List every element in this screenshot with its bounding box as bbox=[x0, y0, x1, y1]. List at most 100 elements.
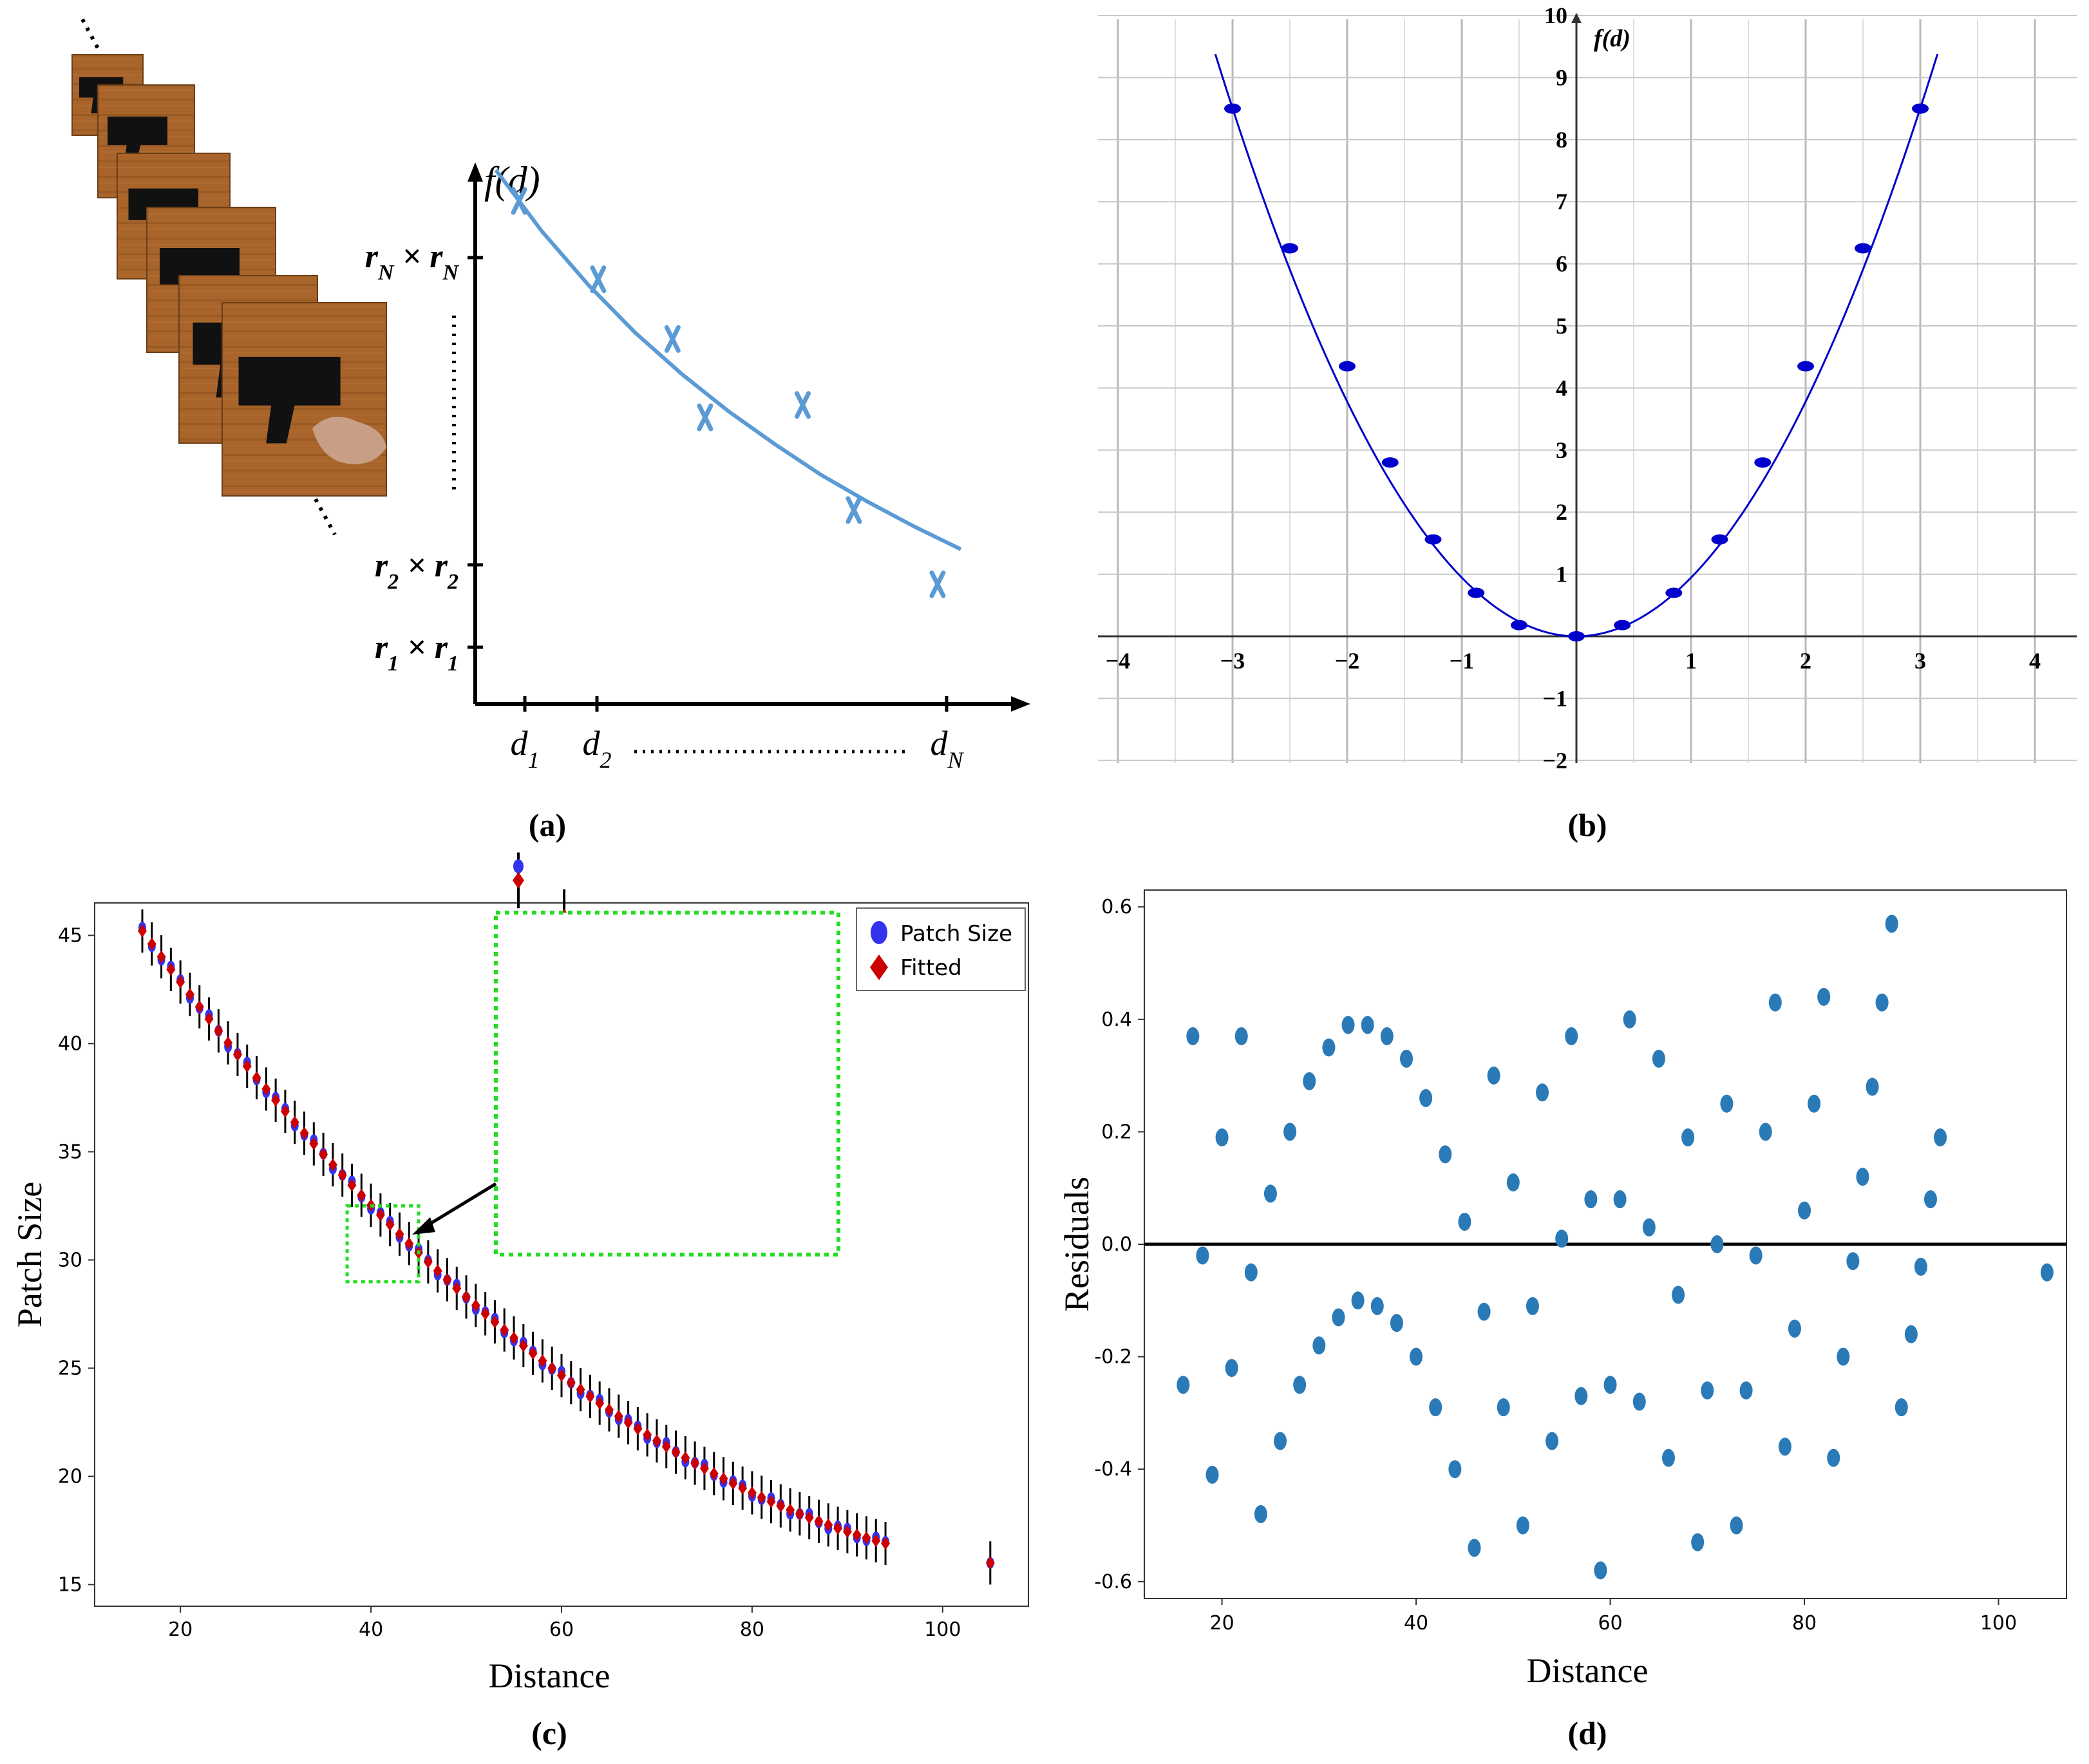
b-point bbox=[1224, 103, 1241, 114]
b-x-tick-label: −4 bbox=[1106, 648, 1131, 674]
x-marker-stroke bbox=[664, 325, 681, 353]
c-point-fitted bbox=[661, 1440, 671, 1454]
d-residual-point bbox=[1603, 1376, 1617, 1394]
c-x-tick-label: 40 bbox=[359, 1618, 383, 1641]
d-residual-point bbox=[1448, 1460, 1462, 1479]
x-marker bbox=[929, 570, 946, 598]
c-point-fitted bbox=[576, 1383, 585, 1396]
c-x-tick-label: 20 bbox=[168, 1618, 193, 1641]
a-y-tick-label: r1 × r1 bbox=[375, 629, 458, 676]
d-residual-point bbox=[1584, 1190, 1598, 1209]
c-point-fitted bbox=[280, 1105, 290, 1118]
c-point-fitted bbox=[547, 1361, 557, 1375]
b-y-tick-label: 4 bbox=[1556, 375, 1567, 401]
c-zoom-inset bbox=[345, 911, 840, 1284]
c-point-fitted bbox=[604, 1403, 614, 1416]
d-residual-point bbox=[1808, 1094, 1821, 1113]
a-x-tick-label: d2 bbox=[583, 724, 612, 773]
d-residual-point bbox=[1351, 1291, 1365, 1310]
d-residual-point bbox=[1691, 1533, 1705, 1551]
d-residual-point bbox=[1487, 1067, 1500, 1085]
c-y-tick-label: 45 bbox=[58, 924, 82, 947]
subscript: 1 bbox=[388, 652, 399, 676]
c-point-fitted bbox=[480, 1307, 490, 1320]
d-residual-point bbox=[1516, 1516, 1529, 1535]
x-marker-stroke bbox=[697, 403, 714, 432]
c-y-axis-label: Patch Size bbox=[10, 1182, 49, 1327]
d-residual-point bbox=[1274, 1432, 1287, 1450]
d-y-tick-label: 0.4 bbox=[1101, 1009, 1132, 1031]
b-y-arrowhead bbox=[1571, 13, 1582, 23]
x-marker bbox=[590, 265, 607, 294]
c-point-fitted bbox=[375, 1208, 385, 1222]
d-residual-point bbox=[1739, 1381, 1753, 1399]
c-zoom-inset-frame bbox=[494, 911, 840, 1257]
d-residual-point bbox=[1506, 1173, 1520, 1191]
b-point bbox=[1614, 620, 1631, 631]
d-residual-point bbox=[1410, 1347, 1423, 1366]
d-residual-point bbox=[1768, 993, 1782, 1012]
c-point-fitted bbox=[357, 1189, 366, 1202]
c-legend-box bbox=[856, 907, 1026, 991]
d-residual-point bbox=[1759, 1123, 1772, 1141]
legend-patch-size-label: Patch Size bbox=[900, 921, 1012, 947]
a-y-tick-label: r2 × r2 bbox=[375, 547, 458, 594]
x-marker bbox=[664, 325, 681, 353]
d-residual-point bbox=[1283, 1123, 1297, 1141]
d-residual-point bbox=[1934, 1128, 1947, 1147]
d-residual-point bbox=[1817, 987, 1831, 1006]
c-point-fitted bbox=[881, 1537, 891, 1550]
hand-shape bbox=[312, 417, 386, 464]
c-point-fitted bbox=[319, 1148, 328, 1161]
c-point-fitted bbox=[490, 1315, 500, 1329]
c-point-fitted bbox=[404, 1237, 414, 1250]
c-point-fitted bbox=[842, 1525, 852, 1539]
d-residual-point bbox=[1429, 1398, 1442, 1417]
x-marker bbox=[697, 403, 714, 432]
c-point-fitted bbox=[500, 1323, 509, 1337]
c-point-fitted bbox=[824, 1518, 833, 1532]
c-point-fitted bbox=[804, 1511, 814, 1524]
d-y-tick-label: -0.6 bbox=[1094, 1571, 1132, 1593]
d-residual-point bbox=[1837, 1347, 1850, 1366]
c-inset-patch-size bbox=[513, 859, 524, 874]
d-residual-point bbox=[1827, 1448, 1840, 1467]
d-residual-point bbox=[1574, 1387, 1588, 1405]
c-y-tick-label: 15 bbox=[58, 1573, 82, 1596]
d-residual-point bbox=[1652, 1049, 1665, 1068]
b-y-tick-label: 6 bbox=[1556, 251, 1567, 277]
d-y-tick-label: -0.4 bbox=[1094, 1458, 1132, 1481]
d-x-axis-label: Distance bbox=[1527, 1651, 1649, 1690]
b-curve bbox=[1214, 53, 1939, 641]
d-residual-point bbox=[1234, 1027, 1248, 1045]
c-point-fitted bbox=[185, 988, 194, 1001]
caption-b: (b) bbox=[1567, 807, 1607, 843]
a-y-axis-label: f(d) bbox=[484, 159, 540, 202]
tick-label-part: r bbox=[430, 238, 443, 275]
d-residual-point bbox=[1632, 1392, 1646, 1411]
subscript: N bbox=[377, 261, 395, 285]
d-residual-point bbox=[1186, 1027, 1200, 1045]
d-residual-point bbox=[1322, 1038, 1336, 1057]
c-point-fitted bbox=[242, 1059, 252, 1073]
d-residual-point bbox=[1895, 1398, 1908, 1417]
c-point-fitted bbox=[204, 1012, 214, 1026]
c-point-fitted bbox=[643, 1428, 652, 1441]
d-residual-point bbox=[1904, 1325, 1918, 1343]
c-y-tick-label: 20 bbox=[58, 1465, 82, 1488]
subscript: 2 bbox=[600, 747, 612, 773]
d-residual-point bbox=[1205, 1465, 1219, 1484]
b-point bbox=[1912, 103, 1929, 114]
c-y-tick-label: 35 bbox=[58, 1141, 82, 1163]
c-point-fitted bbox=[766, 1495, 776, 1508]
panel-b: −4 −3 −2 −1 1 2 3 4 −2 −1 1 2 3 4 5 6 7 8 9 10 f(d) (b) bbox=[1098, 3, 2077, 843]
b-point bbox=[1281, 243, 1298, 254]
a-curve bbox=[494, 169, 962, 598]
d-residual-point bbox=[1720, 1094, 1734, 1113]
b-point bbox=[1568, 631, 1585, 641]
c-point-fitted bbox=[728, 1477, 738, 1490]
c-point-fitted bbox=[623, 1416, 633, 1429]
c-point-fitted bbox=[538, 1354, 547, 1368]
c-point-fitted bbox=[795, 1507, 804, 1521]
